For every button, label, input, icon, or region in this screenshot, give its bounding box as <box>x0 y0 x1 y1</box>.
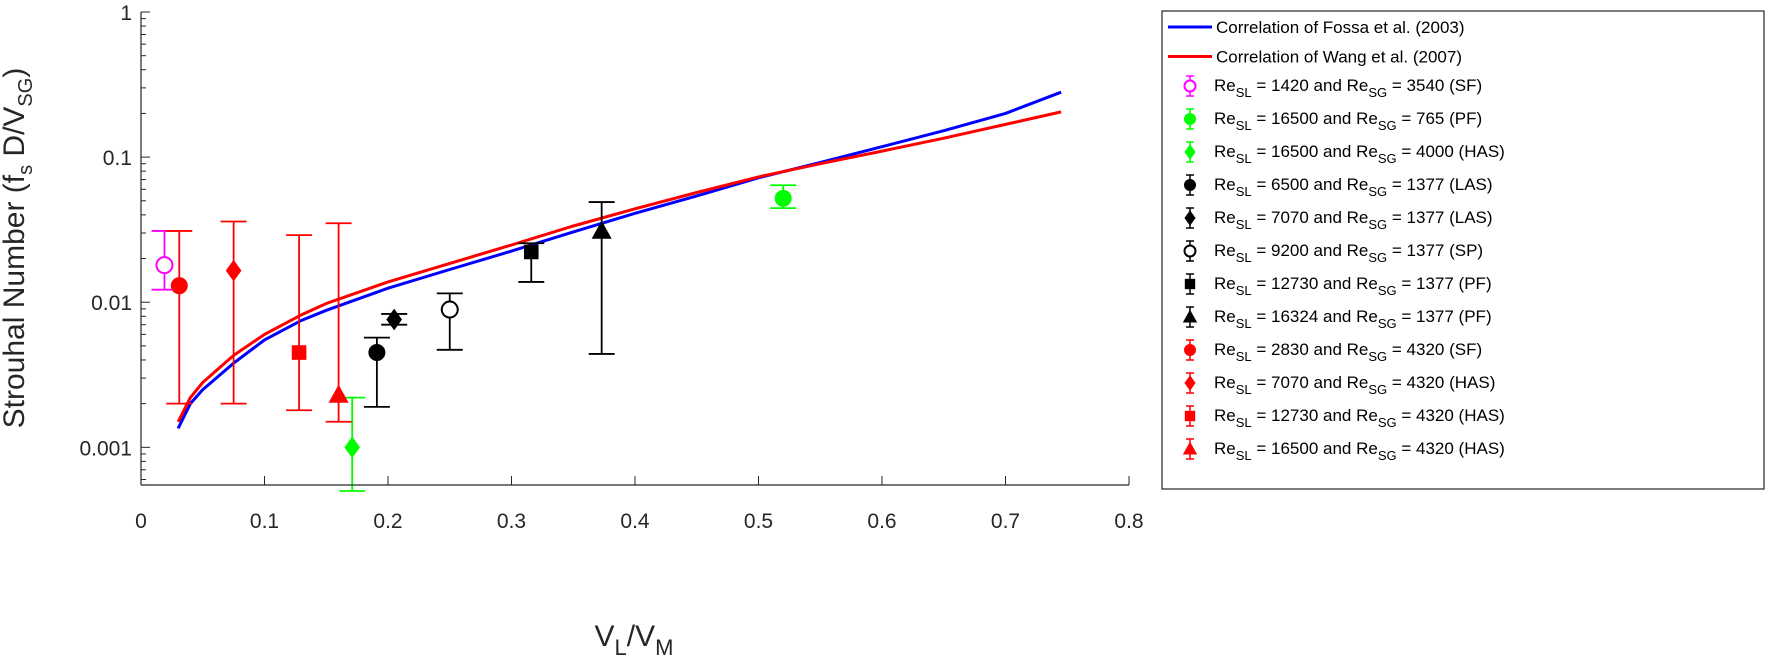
data-point-group <box>286 234 313 412</box>
data-point-group <box>381 308 408 331</box>
data-point-marker <box>291 345 307 360</box>
data-point-group <box>588 201 615 355</box>
data-point-group <box>325 222 352 423</box>
legend-entry-label: ReSL = 1420 and ReSG = 3540 (SF) <box>1214 76 1482 100</box>
legend-marker <box>1183 79 1197 93</box>
y-axis-label: Strouhal Number (fs D/VSG) <box>0 68 37 429</box>
legend-entry-label: Correlation of Wang et al. (2007) <box>1216 48 1462 67</box>
legend-marker <box>1184 144 1196 160</box>
plot-area <box>151 90 1062 492</box>
x-tick-label: 0.3 <box>497 510 526 533</box>
legend-entry-label: ReSL = 9200 and ReSG = 1377 (SP) <box>1214 241 1483 265</box>
legend-entry: ReSL = 16500 and ReSG = 4000 (HAS) <box>1184 141 1505 166</box>
legend-marker <box>1184 179 1196 191</box>
legend-entry: ReSL = 7070 and ReSG = 1377 (LAS) <box>1184 207 1493 232</box>
data-point-marker <box>774 189 792 207</box>
x-tick-label: 0.6 <box>867 510 896 533</box>
legend-entry-label: ReSL = 7070 and ReSG = 1377 (LAS) <box>1214 208 1493 232</box>
legend-entry-label: ReSL = 6500 and ReSG = 1377 (LAS) <box>1214 175 1493 199</box>
y-axis-ticks: 0.001 0.01 0.1 1 <box>79 2 150 481</box>
axes <box>140 12 1129 486</box>
data-point-group <box>166 230 193 405</box>
legend: Correlation of Fossa et al. (2003) Correl… <box>1161 10 1765 490</box>
legend-entry-label: ReSL = 12730 and ReSG = 1377 (PF) <box>1214 274 1492 298</box>
y-tick-label: 0.001 <box>79 437 132 460</box>
legend-marker <box>1184 344 1196 356</box>
correlation-line <box>176 110 1062 423</box>
legend-entry-label: ReSL = 2830 and ReSG = 4320 (SF) <box>1214 340 1482 364</box>
y-tick-label: 0.01 <box>91 292 132 315</box>
x-axis-ticks: 0 0.1 0.2 0.3 0.4 0.5 0.6 0.7 0.8 <box>135 476 1144 533</box>
data-point-marker <box>386 308 402 331</box>
legend-entry-label: ReSL = 12730 and ReSG = 4320 (HAS) <box>1214 406 1505 430</box>
legend-marker <box>1182 441 1198 455</box>
legend-entry-label: Correlation of Fossa et al. (2003) <box>1216 18 1465 37</box>
legend-entry: ReSL = 12730 and ReSG = 4320 (HAS) <box>1184 405 1505 430</box>
data-point-group <box>436 292 463 351</box>
legend-marker <box>1184 113 1196 125</box>
data-point-marker <box>523 244 539 260</box>
x-tick-label: 0.5 <box>744 510 773 533</box>
legend-marker <box>1184 278 1196 290</box>
data-point-group <box>363 336 390 408</box>
data-point-marker <box>368 344 386 362</box>
legend-entry-label: ReSL = 16500 and ReSG = 4000 (HAS) <box>1214 142 1505 166</box>
x-axis-label: VL/VM <box>595 620 674 660</box>
data-point-marker <box>440 300 459 319</box>
data-point-marker <box>591 220 612 239</box>
y-tick-label: 1 <box>120 2 132 25</box>
x-tick-label: 0.4 <box>620 510 650 533</box>
data-point-group <box>339 396 366 492</box>
data-point-group <box>151 230 178 291</box>
data-point-marker <box>155 256 174 275</box>
x-tick-label: 0.8 <box>1114 510 1143 533</box>
legend-entry: ReSL = 9200 and ReSG = 1377 (SP) <box>1183 240 1483 265</box>
x-tick-label: 0 <box>135 510 147 533</box>
legend-marker <box>1184 375 1196 391</box>
data-point-group <box>220 220 247 405</box>
data-point-marker <box>170 277 188 295</box>
y-tick-label: 0.1 <box>103 147 132 170</box>
legend-marker <box>1184 410 1196 422</box>
legend-entry: ReSL = 2830 and ReSG = 4320 (SF) <box>1184 339 1482 364</box>
data-point-group <box>770 184 797 210</box>
legend-entry: ReSL = 1420 and ReSG = 3540 (SF) <box>1183 75 1482 100</box>
legend-marker <box>1182 309 1198 323</box>
legend-entry: ReSL = 16500 and ReSG = 765 (PF) <box>1184 108 1482 133</box>
x-tick-label: 0.7 <box>991 510 1020 533</box>
x-tick-label: 0.1 <box>250 510 279 533</box>
data-point-marker <box>344 436 361 459</box>
legend-entry: ReSL = 16324 and ReSG = 1377 (PF) <box>1182 306 1492 331</box>
legend-entry-label: ReSL = 16500 and ReSG = 4320 (HAS) <box>1214 439 1505 463</box>
legend-marker <box>1184 210 1196 226</box>
legend-marker <box>1183 244 1197 258</box>
data-point-marker <box>225 259 242 282</box>
legend-entry: ReSL = 12730 and ReSG = 1377 (PF) <box>1184 273 1492 298</box>
legend-box <box>1161 10 1765 490</box>
legend-entry-label: ReSL = 16500 and ReSG = 765 (PF) <box>1214 109 1482 133</box>
data-point-group <box>518 242 545 283</box>
legend-entry: ReSL = 16500 and ReSG = 4320 (HAS) <box>1182 438 1505 463</box>
legend-entry-label: ReSL = 16324 and ReSG = 1377 (PF) <box>1214 307 1492 331</box>
legend-entry: ReSL = 6500 and ReSG = 1377 (LAS) <box>1184 174 1493 199</box>
legend-entry-label: ReSL = 7070 and ReSG = 4320 (HAS) <box>1214 373 1495 397</box>
legend-entry: ReSL = 7070 and ReSG = 4320 (HAS) <box>1184 372 1495 397</box>
data-point-marker <box>328 384 349 403</box>
x-tick-label: 0.2 <box>373 510 402 533</box>
